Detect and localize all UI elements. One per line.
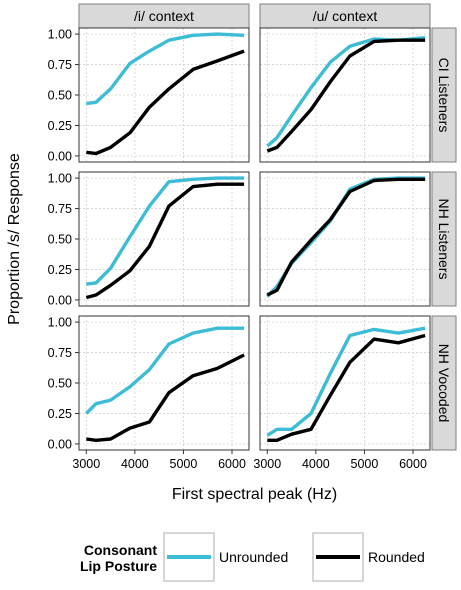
y-tick-label: 0.25 [48, 263, 72, 277]
column-strip-label: /i/ context [134, 8, 194, 24]
y-tick-label: 1.00 [48, 316, 72, 330]
column-strip-label: /u/ context [313, 8, 378, 24]
y-axis-title: Proportion /s/ Response [6, 153, 23, 325]
legend-title-line2: Lip Posture [80, 558, 157, 574]
row-strip [431, 315, 457, 451]
series-line-rounded [267, 333, 426, 442]
row-strip-label: NH Vocoded [436, 344, 452, 423]
x-tick-label: 6000 [399, 457, 427, 471]
column-strip [259, 3, 431, 29]
y-tick-label: 0.00 [48, 293, 72, 307]
y-tick-label: 0.00 [48, 149, 72, 163]
y-tick-label: 0.75 [48, 202, 72, 216]
x-axis-title: First spectral peak (Hz) [172, 486, 337, 503]
series-line-unrounded [266, 326, 426, 437]
row-strip [431, 27, 457, 163]
x-tick-label: 3000 [253, 457, 281, 471]
panel-border [259, 27, 431, 163]
row-strip-label: NH Listeners [436, 199, 452, 280]
series-line-rounded [86, 49, 245, 156]
x-tick-label: 5000 [170, 457, 198, 471]
legend-title-line1: Consonant [84, 542, 157, 558]
y-tick-label: 0.00 [48, 437, 72, 451]
row-strip-label: CI Listeners [436, 58, 452, 133]
y-tick-label: 0.50 [48, 89, 72, 103]
series-line-unrounded [85, 326, 245, 415]
x-tick-label: 5000 [351, 457, 379, 471]
series-line-unrounded [86, 176, 245, 286]
series-line-rounded [85, 182, 245, 300]
series-line-rounded [266, 177, 426, 297]
series-line-rounded [266, 38, 426, 153]
panel-border [259, 171, 431, 307]
panel-border [259, 315, 431, 451]
legend-item-label: Unrounded [219, 549, 288, 565]
series-line-unrounded [86, 32, 245, 106]
legend-item-label: Rounded [368, 549, 425, 565]
column-strip [78, 3, 250, 29]
y-tick-label: 0.50 [48, 377, 72, 391]
x-tick-label: 6000 [218, 457, 246, 471]
row-strip [431, 171, 457, 307]
y-tick-label: 0.25 [48, 407, 72, 421]
y-tick-label: 0.50 [48, 233, 72, 247]
y-tick-label: 1.00 [48, 28, 72, 42]
y-tick-label: 0.75 [48, 346, 72, 360]
y-tick-label: 0.25 [48, 119, 72, 133]
series-line-rounded [86, 353, 245, 442]
x-tick-label: 3000 [72, 457, 100, 471]
y-tick-label: 1.00 [48, 172, 72, 186]
y-tick-label: 0.75 [48, 58, 72, 72]
x-tick-label: 4000 [302, 457, 330, 471]
x-tick-label: 4000 [121, 457, 149, 471]
